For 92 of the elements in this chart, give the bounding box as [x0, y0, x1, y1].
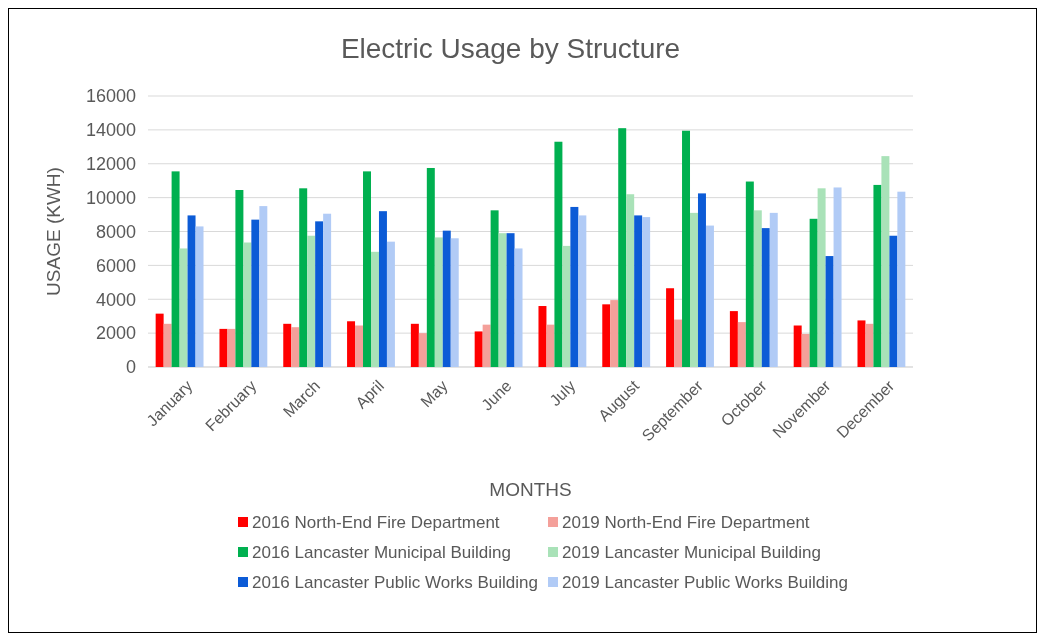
y-tick-label: 2000 — [95, 323, 136, 344]
bar — [235, 190, 244, 367]
bar — [538, 306, 547, 367]
bar — [498, 233, 507, 367]
bar — [482, 324, 491, 367]
bar — [825, 256, 834, 367]
bar — [251, 219, 260, 367]
bar — [323, 213, 332, 367]
bar — [187, 215, 196, 367]
bar — [817, 188, 826, 367]
bar — [355, 325, 364, 367]
bar — [761, 228, 770, 367]
y-tick-label: 0 — [125, 357, 136, 378]
legend-label: 2019 Lancaster Public Works Building — [562, 572, 849, 592]
bar — [697, 193, 706, 367]
bar — [737, 322, 746, 367]
bar — [307, 235, 316, 367]
bar — [283, 323, 292, 367]
bar — [219, 328, 228, 367]
bar — [602, 304, 611, 367]
bar — [793, 325, 802, 367]
bar — [347, 321, 356, 367]
y-tick-label: 14000 — [85, 120, 136, 141]
bar — [506, 233, 515, 367]
legend-label: 2016 North-End Fire Department — [252, 512, 500, 532]
bar — [171, 171, 180, 367]
bar — [562, 245, 571, 367]
bar — [370, 251, 379, 367]
y-tick-label: 6000 — [95, 255, 136, 276]
bar — [490, 210, 499, 367]
legend-label: 2019 North-End Fire Department — [562, 512, 810, 532]
bar — [195, 226, 204, 367]
y-tick-label: 12000 — [85, 154, 136, 175]
bar — [259, 206, 268, 367]
legend-label: 2019 Lancaster Municipal Building — [562, 542, 821, 562]
bar — [833, 187, 842, 367]
bar — [809, 218, 818, 367]
bar — [179, 248, 188, 367]
bar — [474, 331, 483, 367]
bar — [410, 323, 419, 367]
bar — [634, 215, 643, 367]
bar — [243, 242, 252, 367]
bar — [865, 323, 874, 367]
bar — [570, 206, 579, 367]
bar — [857, 320, 866, 367]
bar — [450, 238, 459, 367]
bar — [554, 141, 563, 367]
bar — [801, 333, 810, 367]
bar — [889, 235, 898, 367]
bar — [618, 128, 627, 367]
bar — [363, 171, 371, 367]
bar — [291, 327, 300, 367]
bar — [682, 130, 691, 367]
chart-title: Electric Usage by Structure — [340, 33, 681, 64]
bar — [753, 210, 762, 367]
y-axis-title: USAGE (KWH) — [43, 167, 64, 296]
bar — [873, 184, 882, 367]
bar — [729, 311, 738, 367]
legend-label: 2016 Lancaster Municipal Building — [252, 542, 511, 562]
bar — [386, 241, 395, 367]
bar — [610, 300, 619, 367]
y-tick-label: 10000 — [85, 187, 136, 208]
bar — [315, 221, 324, 367]
bar — [745, 181, 754, 367]
bar — [769, 212, 778, 367]
bar — [378, 211, 387, 367]
bar — [163, 323, 172, 367]
bar — [546, 324, 555, 367]
bar — [227, 328, 236, 367]
legend-label: 2016 Lancaster Public Works Building — [252, 572, 539, 592]
bar — [299, 188, 308, 367]
bar — [690, 212, 698, 367]
bar — [418, 333, 427, 367]
bar — [155, 313, 164, 367]
bar — [626, 194, 635, 367]
y-tick-label: 4000 — [95, 289, 136, 310]
x-axis-title: MONTHS — [489, 479, 572, 500]
bar — [642, 217, 651, 367]
bar — [434, 237, 443, 367]
y-tick-label: 8000 — [95, 221, 136, 242]
bar — [674, 319, 683, 367]
bar — [514, 248, 523, 367]
bar — [426, 167, 435, 367]
x-tick-label: May — [417, 377, 451, 411]
bar — [666, 288, 675, 367]
bar — [578, 215, 587, 367]
bar — [442, 230, 451, 367]
bar — [705, 225, 714, 367]
y-tick-label: 16000 — [85, 86, 136, 107]
bar — [881, 156, 890, 367]
bar — [897, 191, 906, 367]
x-tick-label: July — [546, 377, 579, 410]
